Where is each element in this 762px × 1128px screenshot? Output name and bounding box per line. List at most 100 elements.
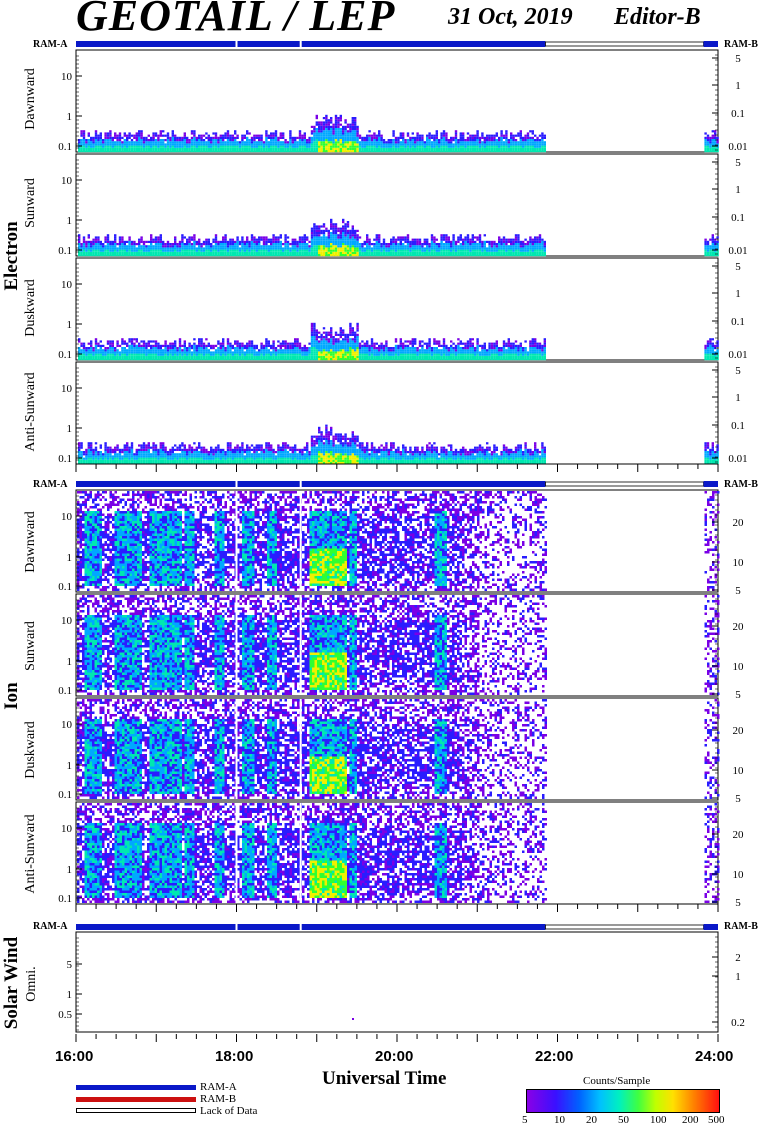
- spectrogram-cell: [272, 243, 274, 245]
- spectrogram-cell: [251, 247, 253, 249]
- spectrogram-cell: [342, 243, 344, 245]
- spectrogram-cell: [383, 239, 385, 241]
- spectrogram-cell: [260, 254, 262, 256]
- spectrogram-cell: [304, 356, 306, 358]
- spectrogram-cell: [313, 340, 315, 342]
- spectrogram-cell: [253, 347, 255, 349]
- spectrogram-cell: [112, 137, 114, 139]
- spectrogram-cell: [203, 141, 205, 143]
- spectrogram-cell: [433, 349, 435, 351]
- spectrogram-cell: [148, 148, 150, 150]
- spectrogram-cell: [270, 241, 272, 243]
- spectrogram-cell: [258, 150, 260, 152]
- spectrogram-cell: [78, 150, 80, 152]
- spectrogram-cell: [342, 221, 344, 223]
- spectrogram-cell: [193, 135, 195, 137]
- spectrogram-cell: [313, 230, 315, 232]
- spectrogram-cell: [364, 349, 366, 351]
- spectrogram-cell: [172, 247, 174, 249]
- spectrogram-cell: [464, 349, 466, 351]
- spectrogram-cell: [337, 121, 339, 123]
- spectrogram-cell: [289, 349, 291, 351]
- spectrogram-cell: [217, 143, 219, 145]
- spectrogram-cell: [402, 343, 404, 345]
- spectrogram-cell: [126, 141, 128, 143]
- spectrogram-cell: [505, 135, 507, 137]
- spectrogram-cell: [143, 139, 145, 141]
- spectrogram-cell: [104, 239, 106, 241]
- spectrogram-cell: [428, 345, 430, 347]
- spectrogram-cell: [104, 347, 106, 349]
- spectrogram-cell: [248, 148, 250, 150]
- spectrogram-cell: [306, 356, 308, 358]
- spectrogram-cell: [318, 150, 320, 152]
- spectrogram-cell: [520, 243, 522, 245]
- spectrogram-cell: [467, 234, 469, 236]
- spectrogram-cell: [100, 347, 102, 349]
- spectrogram-cell: [205, 247, 207, 249]
- spectrogram-cell: [431, 239, 433, 241]
- spectrogram-cell: [493, 243, 495, 245]
- spectrogram-cell: [340, 252, 342, 254]
- spectrogram-cell: [328, 234, 330, 236]
- spectrogram-cell: [114, 137, 116, 139]
- spectrogram-cell: [263, 236, 265, 238]
- spectrogram-cell: [452, 354, 454, 356]
- spectrogram-cell: [203, 243, 205, 245]
- spectrogram-cell: [512, 252, 514, 254]
- spectrogram-cell: [126, 143, 128, 145]
- spectrogram-cell: [368, 351, 370, 353]
- spectrogram-cell: [328, 243, 330, 245]
- spectrogram-cell: [203, 146, 205, 148]
- spectrogram-cell: [472, 247, 474, 249]
- spectrogram-cell: [104, 358, 106, 360]
- spectrogram-cell: [222, 143, 224, 145]
- spectrogram-cell: [100, 132, 102, 134]
- spectrogram-cell: [100, 250, 102, 252]
- spectrogram-cell: [354, 347, 356, 349]
- spectrogram-cell: [340, 343, 342, 345]
- spectrogram-cell: [318, 137, 320, 139]
- spectrogram-cell: [440, 139, 442, 141]
- spectrogram-cell: [460, 340, 462, 342]
- spectrogram-cell: [100, 358, 102, 360]
- spectrogram-cell: [198, 252, 200, 254]
- spectrogram-cell: [352, 135, 354, 137]
- spectrogram-cell: [443, 234, 445, 236]
- spectrogram-cell: [222, 358, 224, 360]
- spectrogram-cell: [304, 234, 306, 236]
- spectrogram-cell: [352, 254, 354, 256]
- spectrogram-cell: [239, 356, 241, 358]
- spectrogram-cell: [402, 351, 404, 353]
- spectrogram-cell: [145, 351, 147, 353]
- spectrogram-cell: [205, 254, 207, 256]
- spectrogram-cell: [253, 243, 255, 245]
- spectrogram-cell: [227, 148, 229, 150]
- spectrogram-cell: [164, 347, 166, 349]
- spectrogram-cell: [313, 143, 315, 145]
- spectrogram-cell: [174, 137, 176, 139]
- spectrogram-cell: [354, 132, 356, 134]
- spectrogram-cell: [488, 139, 490, 141]
- spectrogram-cell: [424, 343, 426, 345]
- spectrogram-cell: [368, 239, 370, 241]
- spectrogram-cell: [236, 241, 238, 243]
- spectrogram-cell: [496, 351, 498, 353]
- spectrogram-cell: [143, 243, 145, 245]
- spectrogram-cell: [707, 254, 709, 256]
- spectrogram-cell: [150, 345, 152, 347]
- spectrogram-cell: [484, 245, 486, 247]
- spectrogram-cell: [474, 150, 476, 152]
- spectrogram-cell: [455, 141, 457, 143]
- spectrogram-cell: [119, 139, 121, 141]
- spectrogram-cell: [332, 340, 334, 342]
- spectrogram-cell: [460, 354, 462, 356]
- spectrogram-cell: [284, 340, 286, 342]
- spectrogram-cell: [196, 358, 198, 360]
- spectrogram-cell: [222, 239, 224, 241]
- spectrogram-cell: [277, 340, 279, 342]
- spectrogram-cell: [256, 354, 258, 356]
- spectrogram-cell: [332, 228, 334, 230]
- spectrogram-cell: [361, 146, 363, 148]
- spectrogram-cell: [212, 137, 214, 139]
